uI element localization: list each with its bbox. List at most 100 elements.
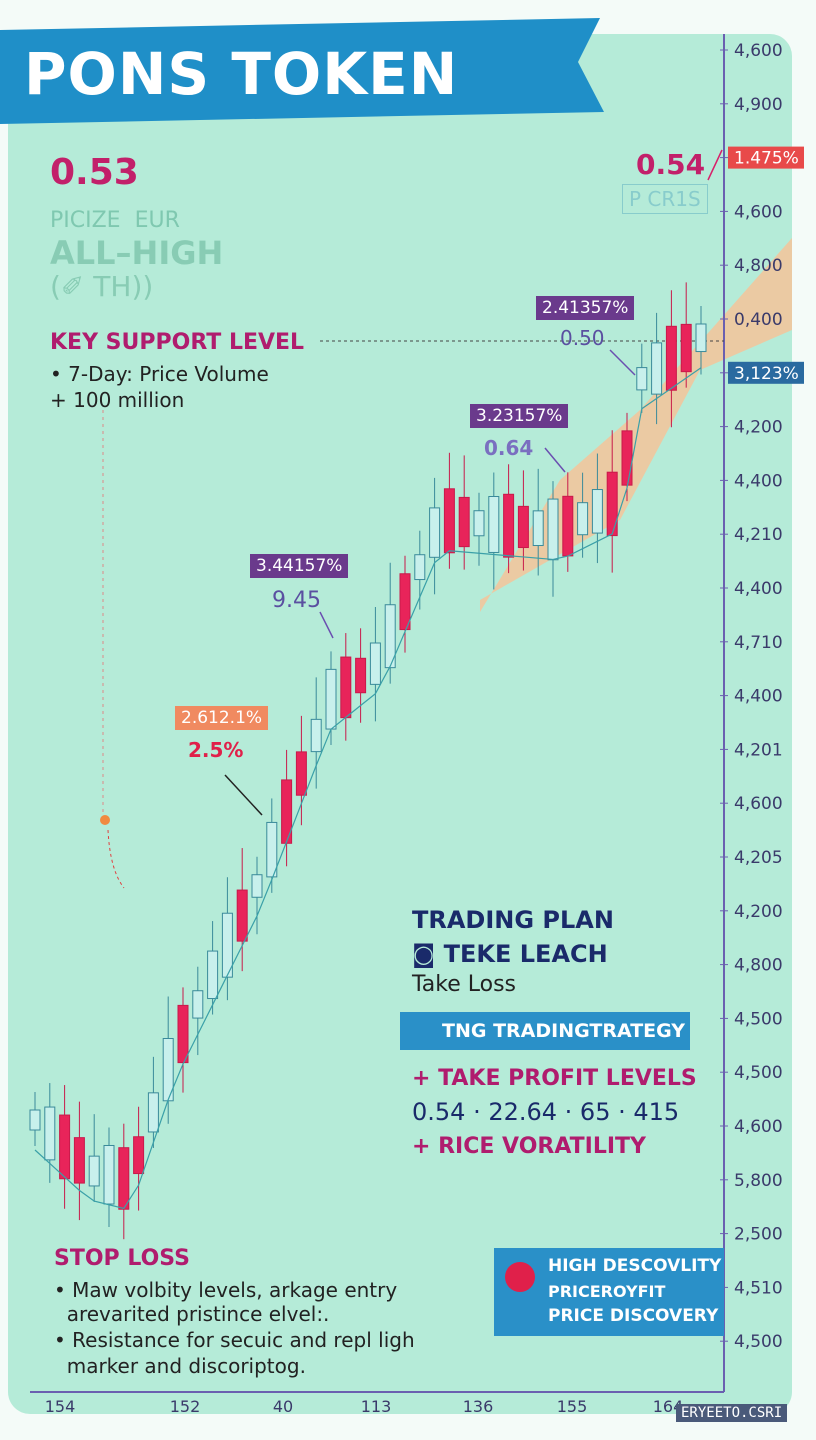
- right-tick-label: 4,600: [734, 1117, 783, 1137]
- badge: [494, 1248, 724, 1336]
- candle: [118, 1147, 130, 1210]
- stop-title: STOP LOSS: [54, 1246, 190, 1271]
- right-tick-label: 4,800: [734, 256, 783, 276]
- bottom-tick-label: 152: [170, 1397, 201, 1416]
- candle: [295, 751, 307, 796]
- candle: [562, 495, 574, 557]
- arrow: [544, 447, 566, 473]
- annotation-box: 2.612.1%: [175, 706, 269, 730]
- volatility: + RICE VORATILITY: [412, 1134, 646, 1159]
- support-line: + 100 million: [50, 388, 185, 412]
- stop-line: • Maw volbity levels, arkage entry: [54, 1278, 398, 1302]
- candle: [458, 496, 470, 548]
- right-tick-label: 4,200: [734, 902, 783, 922]
- candle: [103, 1144, 115, 1205]
- candle: [192, 990, 204, 1019]
- candle: [147, 1092, 159, 1133]
- arrow: [707, 149, 723, 181]
- candle: [355, 657, 367, 694]
- stop-line: arevarited pristince elvel:.: [54, 1302, 330, 1326]
- right-tick-label: 1.475%: [734, 149, 799, 169]
- candle: [384, 604, 396, 669]
- candle: [651, 342, 663, 395]
- right-tick-label: 4,210: [734, 525, 783, 545]
- annotation-box: 2.41357%: [536, 296, 635, 320]
- candle: [532, 510, 544, 547]
- right-tick-label: 4,400: [734, 471, 783, 491]
- candle: [503, 493, 515, 558]
- candle: [399, 573, 411, 631]
- right-tick-label: 4,205: [734, 848, 783, 868]
- right-tick-label: 4,510: [734, 1278, 783, 1298]
- badge-line: PRICEROYFIT: [548, 1282, 666, 1301]
- annotation-value: 0.64: [484, 436, 534, 460]
- stop-line: marker and discoriptog.: [54, 1354, 306, 1378]
- candle: [310, 718, 322, 753]
- subtitle: ALL–HIGH: [50, 234, 224, 272]
- candle: [88, 1155, 100, 1187]
- tick-label-box: [728, 361, 804, 384]
- annotation-value: 0.50: [560, 326, 605, 350]
- plan-title: TRADING PLAN: [412, 906, 614, 934]
- profit-levels: 0.54 · 22.64 · 65 · 415: [412, 1098, 680, 1126]
- candle: [281, 779, 293, 844]
- right-tick-label: 4,200: [734, 418, 783, 438]
- curve-arrow: [107, 829, 125, 889]
- annotation-box: 3.44157%: [250, 554, 349, 578]
- candle: [606, 471, 618, 537]
- right-tick-label: 4,400: [734, 687, 783, 707]
- peak-value: 0.54: [636, 148, 706, 181]
- candle: [547, 498, 559, 561]
- candle: [325, 668, 337, 730]
- bottom-tick-label: 154: [45, 1397, 76, 1416]
- right-tick-label: 4,600: [734, 794, 783, 814]
- right-tick-label: 3,123%: [734, 364, 799, 384]
- candle: [636, 367, 648, 391]
- candle: [251, 874, 263, 898]
- annotation-value: 2.5%: [188, 738, 244, 762]
- right-tick-label: 4,500: [734, 1332, 783, 1352]
- candle: [266, 821, 278, 878]
- bottom-tick-label: 155: [557, 1397, 588, 1416]
- subtitle: (✐ TH)): [50, 270, 154, 303]
- right-tick-label: 4,900: [734, 95, 783, 115]
- right-tick-label: 4,500: [734, 1009, 783, 1029]
- bottom-tick-label: 136: [463, 1397, 494, 1416]
- candle: [59, 1114, 71, 1180]
- right-tick-label: 0,400: [734, 310, 783, 330]
- arrow: [609, 349, 636, 376]
- stop-line: • Resistance for secuic and repl ligh: [54, 1328, 415, 1352]
- candle: [133, 1136, 145, 1175]
- candle: [73, 1137, 85, 1184]
- subtitle: PICIZE EUR: [50, 208, 180, 233]
- candle: [44, 1106, 56, 1161]
- candle: [443, 488, 455, 554]
- candle: [488, 496, 500, 553]
- right-tick-label: 4,500: [734, 1063, 783, 1083]
- support-line: • 7-Day: Price Volume: [50, 362, 269, 386]
- right-tick-label: 4,710: [734, 633, 783, 653]
- marker-dot: [100, 815, 110, 825]
- candle: [207, 950, 219, 1000]
- plan-line: Take Loss: [412, 972, 517, 997]
- moving-average: [34, 367, 702, 1210]
- bottom-tick-label: 40: [273, 1397, 293, 1416]
- right-tick-label: 5,800: [734, 1171, 783, 1191]
- plan-text: TEKE LEACH: [443, 940, 608, 968]
- right-tick-label: 4,600: [734, 202, 783, 222]
- candle: [621, 430, 633, 486]
- price: 0.53: [50, 152, 139, 193]
- right-tick-label: 4,201: [734, 740, 783, 760]
- profit-title: + TAKE PROFIT LEVELS: [412, 1066, 697, 1091]
- support-title: KEY SUPPORT LEVEL: [50, 330, 305, 355]
- candle: [695, 323, 707, 353]
- strategy-button[interactable]: TNG TRADINGTRATEGY: [400, 1012, 690, 1050]
- candle: [29, 1109, 41, 1131]
- badge-line: HIGH DESCOVLITY: [548, 1256, 722, 1276]
- annotation-value: 9.45: [272, 588, 321, 613]
- badge-icon: [505, 1262, 535, 1292]
- footer: ERYEETO.CSRI: [676, 1404, 788, 1422]
- candle: [665, 325, 677, 391]
